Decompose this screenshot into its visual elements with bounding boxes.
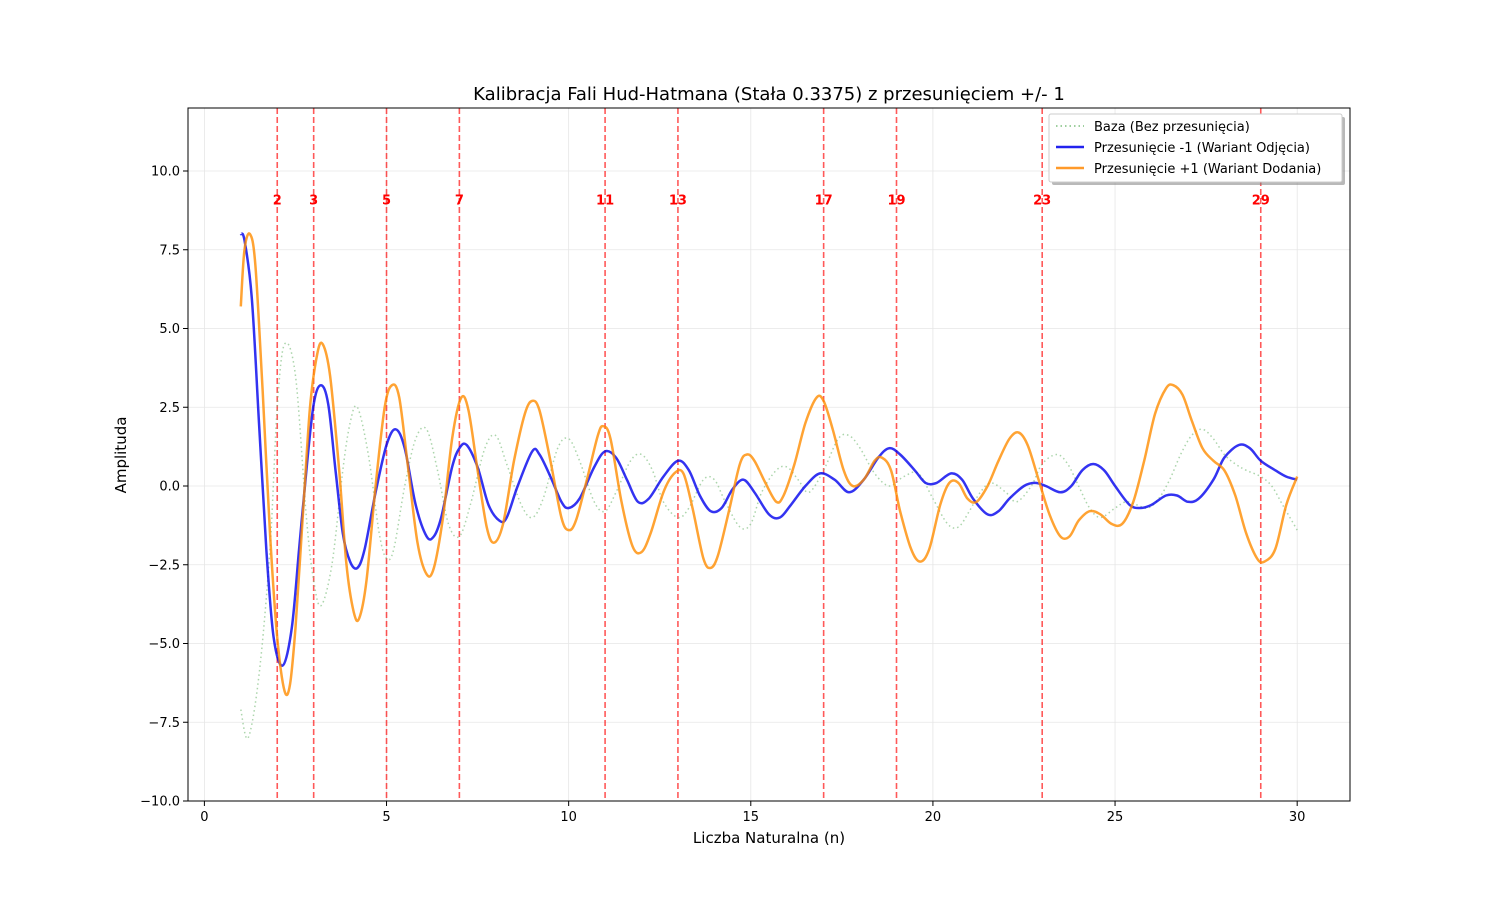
chart-title: Kalibracja Fali Hud-Hatmana (Stała 0.337… — [473, 84, 1065, 105]
y-tick-label: −7.5 — [148, 716, 180, 731]
x-tick-label: 30 — [1289, 810, 1306, 825]
prime-label: 11 — [596, 193, 614, 208]
series-line-odjecia — [239, 232, 1298, 667]
prime-label: 5 — [382, 193, 391, 208]
series-line-dodania — [239, 232, 1299, 697]
y-tick-label: −5.0 — [148, 637, 180, 652]
x-tick-label: 10 — [560, 810, 577, 825]
y-axis-label: Amplituda — [112, 417, 130, 494]
legend-box — [1048, 113, 1343, 183]
legend-label-baza: Baza (Bez przesunięcia) — [1094, 120, 1250, 135]
prime-label: 19 — [887, 193, 905, 208]
legend-label-dodania: Przesunięcie +1 (Wariant Dodania) — [1094, 162, 1321, 177]
x-tick-label: 5 — [382, 810, 390, 825]
x-axis-label: Liczba Naturalna (n) — [693, 829, 845, 847]
y-tick-label: 7.5 — [159, 243, 180, 258]
prime-label: 2 — [273, 193, 282, 208]
prime-label: 3 — [309, 193, 318, 208]
plot-frame — [187, 107, 1351, 802]
prime-label: 7 — [455, 193, 464, 208]
prime-label: 23 — [1033, 193, 1051, 208]
x-tick-label: 0 — [200, 810, 208, 825]
y-tick-label: −10.0 — [140, 795, 180, 810]
prime-label: 29 — [1252, 193, 1270, 208]
y-tick-label: 5.0 — [159, 322, 180, 337]
y-tick-label: 0.0 — [159, 480, 180, 495]
prime-label: 17 — [815, 193, 833, 208]
y-axis-ticks: −10.0 −7.5 −5.0 −2.5 0.0 2.5 5.0 7.5 10.0 — [140, 165, 188, 810]
x-tick-label: 25 — [1107, 810, 1124, 825]
y-tick-label: 2.5 — [159, 401, 180, 416]
legend: Baza (Bez przesunięcia) Przesunięcie -1 … — [1048, 113, 1345, 185]
x-tick-label: 15 — [743, 810, 760, 825]
y-tick-label: −2.5 — [148, 558, 180, 573]
prime-label: 13 — [669, 193, 687, 208]
prime-markers: 2 3 5 7 11 13 17 19 23 29 — [273, 108, 1270, 801]
x-axis-ticks: 0 5 10 15 20 25 30 — [200, 801, 1305, 825]
legend-label-odjecia: Przesunięcie -1 (Wariant Odjęcia) — [1094, 141, 1310, 156]
x-tick-label: 20 — [925, 810, 942, 825]
series-lines — [239, 232, 1299, 740]
y-tick-label: 10.0 — [151, 165, 180, 180]
